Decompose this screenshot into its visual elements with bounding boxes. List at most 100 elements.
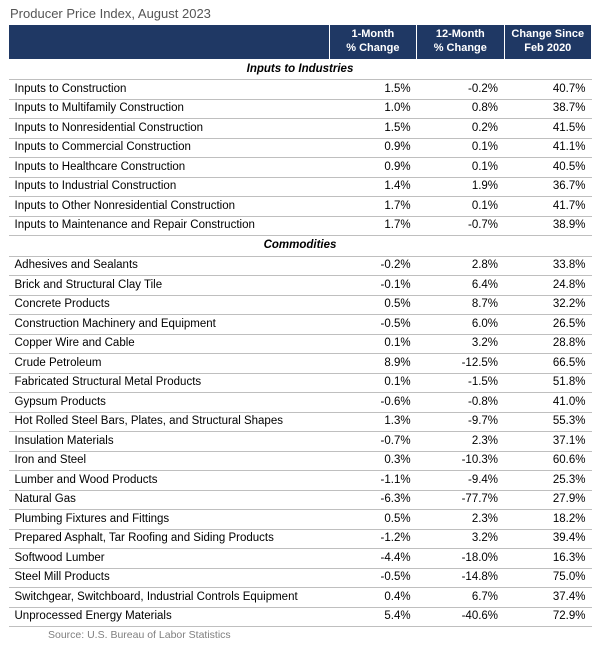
row-m12: -12.5% <box>417 354 504 374</box>
table-row: Inputs to Commercial Construction0.9%0.1… <box>9 138 592 158</box>
row-label: Gypsum Products <box>9 393 330 413</box>
row-feb: 41.0% <box>504 393 591 413</box>
table-header: 1-Month % Change 12-Month % Change Chang… <box>9 25 592 60</box>
table-row: Adhesives and Sealants-0.2%2.8%33.8% <box>9 256 592 276</box>
table-row: Concrete Products0.5%8.7%32.2% <box>9 295 592 315</box>
row-feb: 32.2% <box>504 295 591 315</box>
row-label: Inputs to Other Nonresidential Construct… <box>9 197 330 217</box>
table-row: Inputs to Maintenance and Repair Constru… <box>9 216 592 236</box>
table-row: Construction Machinery and Equipment-0.5… <box>9 315 592 335</box>
table-row: Natural Gas-6.3%-77.7%27.9% <box>9 490 592 510</box>
row-m1: 1.5% <box>329 80 416 100</box>
row-label: Inputs to Nonresidential Construction <box>9 119 330 139</box>
row-m12: 0.1% <box>417 197 504 217</box>
table-row: Fabricated Structural Metal Products0.1%… <box>9 373 592 393</box>
table-row: Inputs to Industrial Construction1.4%1.9… <box>9 177 592 197</box>
row-m12: 1.9% <box>417 177 504 197</box>
ppi-table: 1-Month % Change 12-Month % Change Chang… <box>8 24 592 627</box>
row-m1: 1.7% <box>329 197 416 217</box>
row-label: Adhesives and Sealants <box>9 256 330 276</box>
row-m1: -1.2% <box>329 529 416 549</box>
row-m12: -77.7% <box>417 490 504 510</box>
table-row: Prepared Asphalt, Tar Roofing and Siding… <box>9 529 592 549</box>
row-label: Copper Wire and Cable <box>9 334 330 354</box>
row-m12: -14.8% <box>417 568 504 588</box>
row-label: Fabricated Structural Metal Products <box>9 373 330 393</box>
row-feb: 36.7% <box>504 177 591 197</box>
table-row: Gypsum Products-0.6%-0.8%41.0% <box>9 393 592 413</box>
row-label: Softwood Lumber <box>9 549 330 569</box>
row-m12: 8.7% <box>417 295 504 315</box>
table-row: Steel Mill Products-0.5%-14.8%75.0% <box>9 568 592 588</box>
row-feb: 37.1% <box>504 432 591 452</box>
row-feb: 37.4% <box>504 588 591 608</box>
row-m1: 0.5% <box>329 510 416 530</box>
row-m12: 0.1% <box>417 138 504 158</box>
row-m12: 0.8% <box>417 99 504 119</box>
row-label: Inputs to Construction <box>9 80 330 100</box>
row-feb: 33.8% <box>504 256 591 276</box>
table-row: Inputs to Nonresidential Construction1.5… <box>9 119 592 139</box>
row-m12: -0.7% <box>417 216 504 236</box>
row-m12: 2.3% <box>417 510 504 530</box>
row-m12: -10.3% <box>417 451 504 471</box>
table-row: Unprocessed Energy Materials5.4%-40.6%72… <box>9 607 592 627</box>
row-m1: 1.5% <box>329 119 416 139</box>
row-label: Hot Rolled Steel Bars, Plates, and Struc… <box>9 412 330 432</box>
table-row: Lumber and Wood Products-1.1%-9.4%25.3% <box>9 471 592 491</box>
row-feb: 40.5% <box>504 158 591 178</box>
row-m1: -6.3% <box>329 490 416 510</box>
row-m1: 1.7% <box>329 216 416 236</box>
col-header-1month: 1-Month % Change <box>329 25 416 60</box>
row-feb: 55.3% <box>504 412 591 432</box>
row-feb: 25.3% <box>504 471 591 491</box>
row-m1: -4.4% <box>329 549 416 569</box>
col-header-1month-line2: % Change <box>346 42 399 54</box>
col-header-feb2020-line2: Feb 2020 <box>524 42 571 54</box>
row-m12: 3.2% <box>417 334 504 354</box>
row-m1: 1.4% <box>329 177 416 197</box>
row-feb: 28.8% <box>504 334 591 354</box>
row-m12: -9.7% <box>417 412 504 432</box>
row-m12: -1.5% <box>417 373 504 393</box>
page-title: Producer Price Index, August 2023 <box>10 6 592 21</box>
row-label: Natural Gas <box>9 490 330 510</box>
col-header-label <box>9 25 330 60</box>
source-text: Source: U.S. Bureau of Labor Statistics <box>48 629 592 641</box>
row-label: Unprocessed Energy Materials <box>9 607 330 627</box>
row-m1: 0.5% <box>329 295 416 315</box>
row-m1: -1.1% <box>329 471 416 491</box>
row-feb: 40.7% <box>504 80 591 100</box>
table-row: Inputs to Multifamily Construction1.0%0.… <box>9 99 592 119</box>
row-label: Steel Mill Products <box>9 568 330 588</box>
row-m12: 2.3% <box>417 432 504 452</box>
table-row: Iron and Steel0.3%-10.3%60.6% <box>9 451 592 471</box>
row-m1: 0.1% <box>329 373 416 393</box>
ppi-table-container: Producer Price Index, August 2023 1-Mont… <box>0 0 600 645</box>
row-feb: 75.0% <box>504 568 591 588</box>
row-m1: 1.0% <box>329 99 416 119</box>
row-m1: -0.7% <box>329 432 416 452</box>
row-label: Concrete Products <box>9 295 330 315</box>
row-feb: 38.9% <box>504 216 591 236</box>
section-heading-cell: Inputs to Industries <box>9 59 592 80</box>
row-m1: 0.4% <box>329 588 416 608</box>
row-m12: 6.7% <box>417 588 504 608</box>
col-header-12month-line1: 12-Month <box>436 28 485 40</box>
row-m1: -0.2% <box>329 256 416 276</box>
row-label: Insulation Materials <box>9 432 330 452</box>
row-feb: 66.5% <box>504 354 591 374</box>
row-feb: 38.7% <box>504 99 591 119</box>
row-feb: 16.3% <box>504 549 591 569</box>
table-row: Switchgear, Switchboard, Industrial Cont… <box>9 588 592 608</box>
row-label: Prepared Asphalt, Tar Roofing and Siding… <box>9 529 330 549</box>
table-row: Plumbing Fixtures and Fittings0.5%2.3%18… <box>9 510 592 530</box>
row-m12: -0.8% <box>417 393 504 413</box>
section-heading: Commodities <box>9 236 592 257</box>
row-label: Lumber and Wood Products <box>9 471 330 491</box>
row-feb: 27.9% <box>504 490 591 510</box>
col-header-12month: 12-Month % Change <box>417 25 504 60</box>
row-m12: 6.4% <box>417 276 504 296</box>
row-feb: 60.6% <box>504 451 591 471</box>
row-m1: 0.1% <box>329 334 416 354</box>
